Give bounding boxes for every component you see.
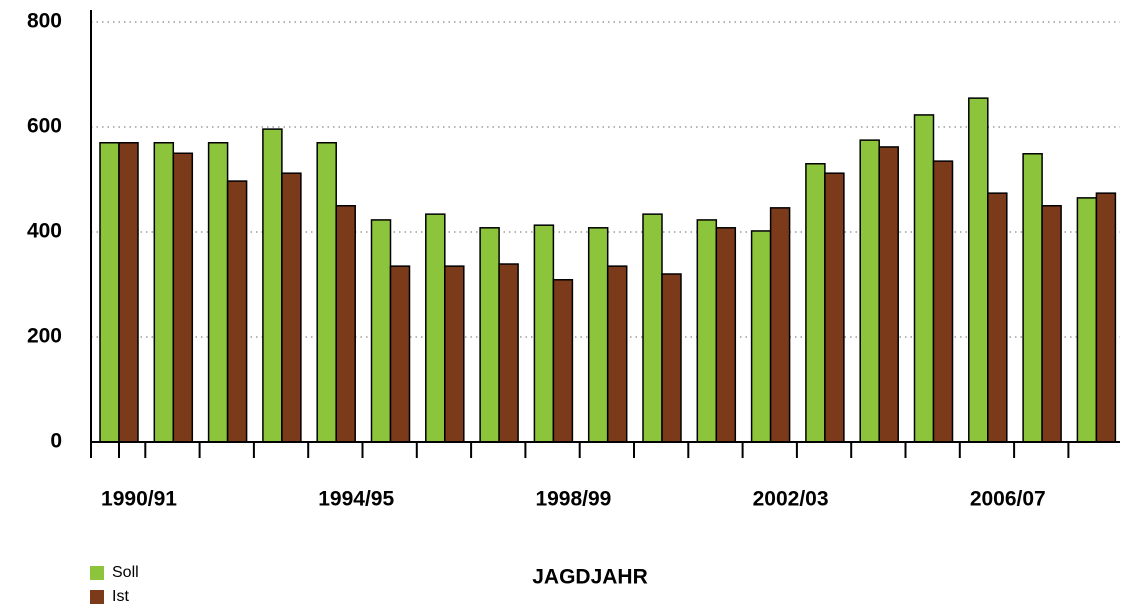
bar [661, 273, 682, 443]
y-tick-label: 0 [50, 430, 62, 453]
bar [1022, 153, 1043, 443]
legend-label: Soll [112, 564, 139, 581]
bar [335, 205, 356, 443]
bar [878, 146, 899, 443]
x-tick-label: 1998/99 [535, 488, 611, 511]
bar [1041, 205, 1062, 443]
bar [118, 142, 139, 443]
legend-swatch [90, 590, 104, 604]
bar [153, 142, 175, 443]
bar [587, 227, 609, 443]
bar [606, 265, 628, 443]
bar [370, 219, 392, 443]
bar [824, 172, 845, 443]
bar [769, 207, 791, 443]
bar [968, 97, 989, 443]
bar [479, 227, 500, 443]
legend-label: Ist [112, 588, 129, 605]
bar [172, 152, 194, 443]
bar [207, 142, 229, 443]
bar [226, 180, 248, 443]
x-tick-label: 2006/07 [970, 488, 1046, 511]
x-tick-label: 2002/03 [753, 488, 829, 511]
x-axis-title: JAGDJAHR [532, 566, 648, 589]
legend-swatch [90, 566, 104, 580]
bar [444, 265, 465, 443]
bar [99, 142, 120, 443]
x-tick-label: 1990/91 [101, 488, 177, 511]
bar [498, 263, 519, 443]
y-tick-label: 600 [27, 115, 62, 138]
bar [389, 265, 411, 443]
bar [1095, 192, 1117, 443]
bar [932, 160, 954, 443]
bar [642, 213, 663, 443]
bar [987, 192, 1008, 443]
bar [552, 279, 574, 443]
bar [750, 230, 772, 443]
bar [533, 224, 555, 443]
bar [316, 142, 337, 443]
bar [805, 163, 826, 443]
x-tick-label: 1994/95 [318, 488, 394, 511]
bar [262, 128, 283, 443]
bar [696, 219, 718, 443]
bar [913, 114, 935, 443]
y-tick-label: 800 [27, 10, 62, 33]
y-tick-label: 400 [27, 220, 62, 243]
y-tick-label: 200 [27, 325, 62, 348]
bar [859, 139, 880, 443]
bar [715, 227, 737, 443]
bar [425, 213, 446, 443]
bar [281, 172, 302, 443]
bar [1076, 197, 1098, 443]
